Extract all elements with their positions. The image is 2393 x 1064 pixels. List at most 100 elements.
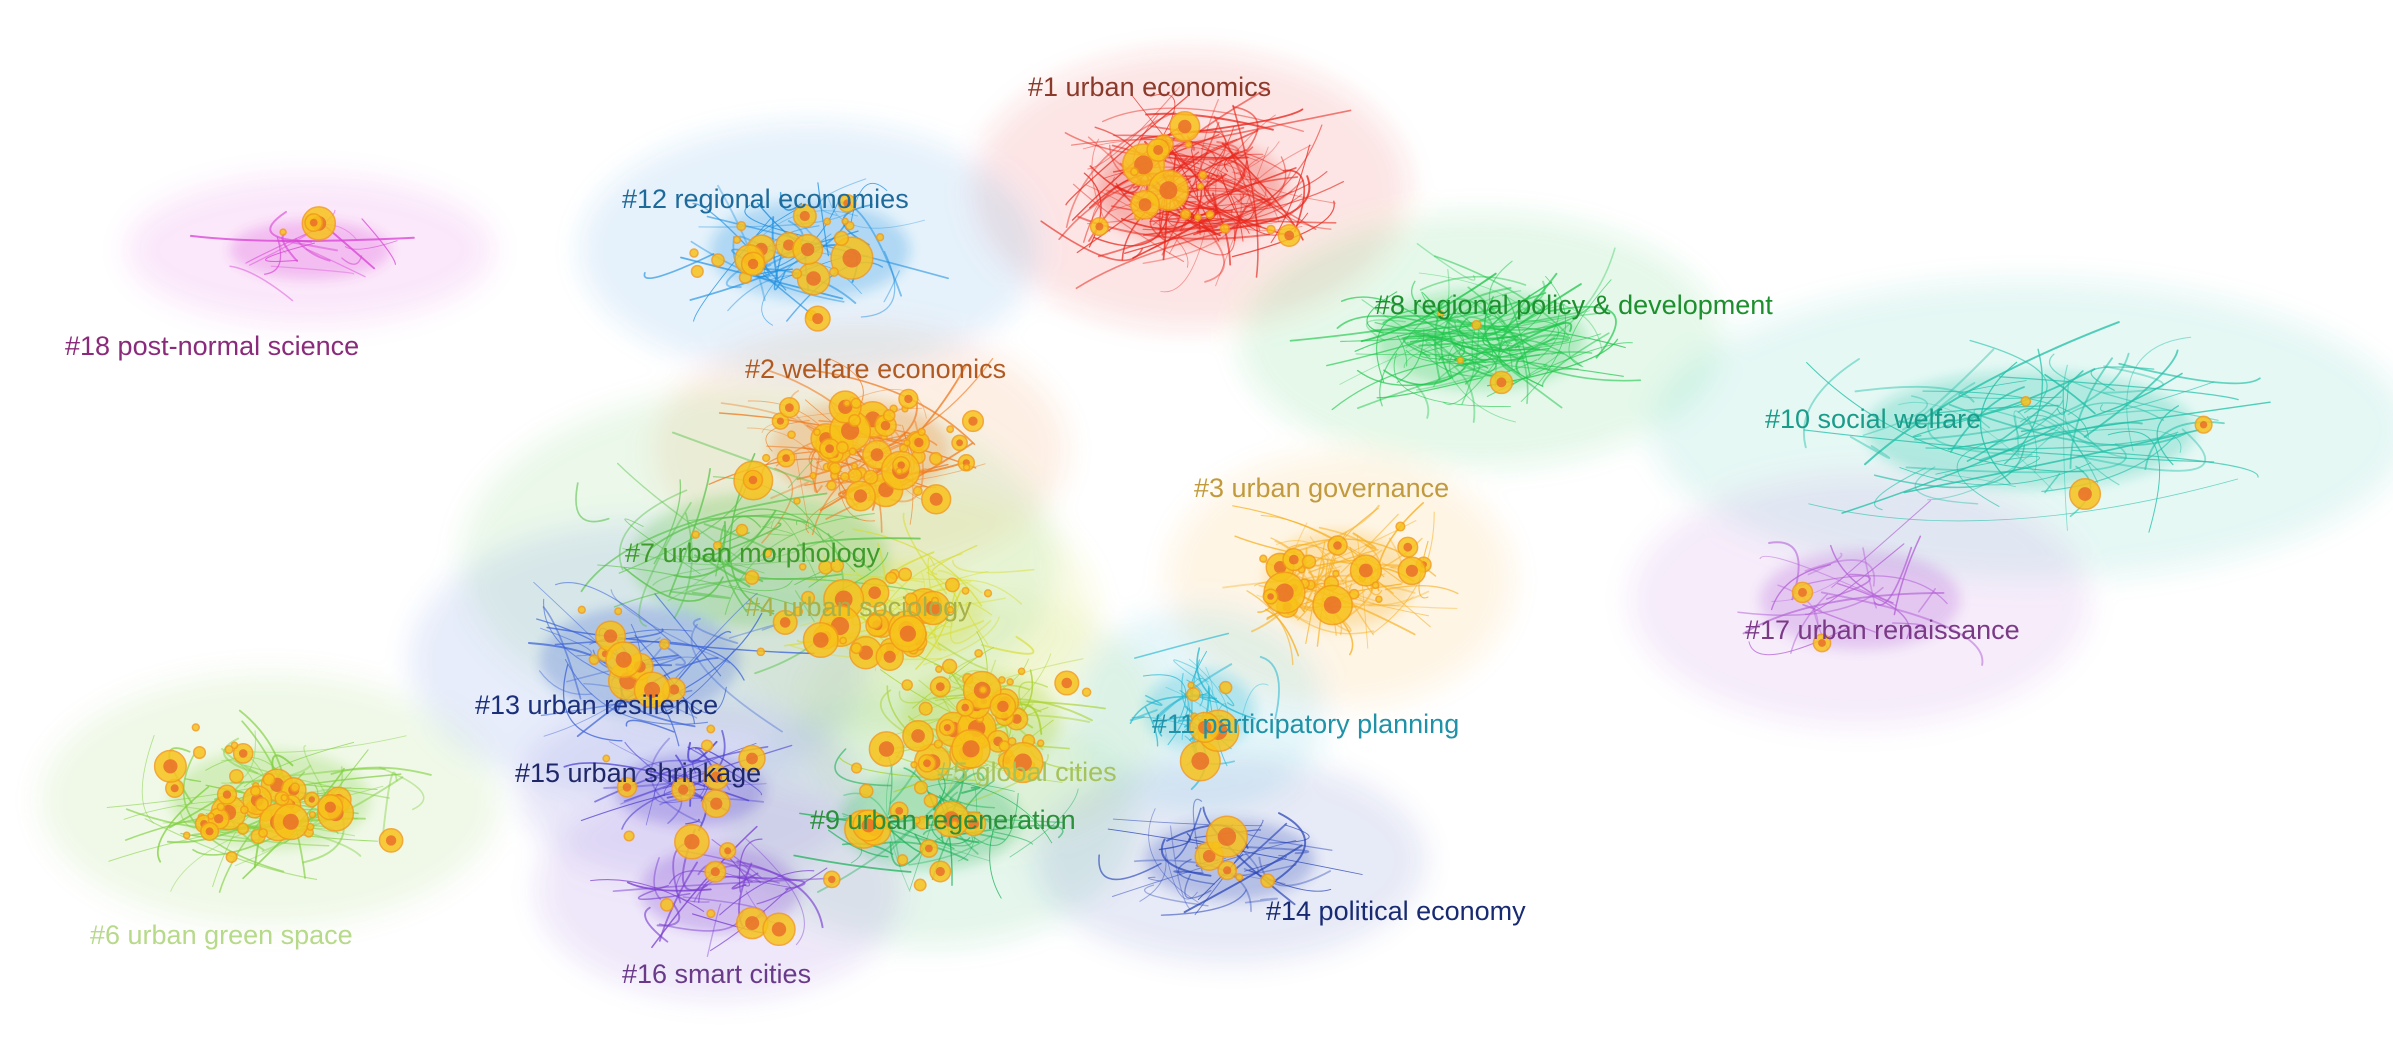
- c5-node-core: [997, 700, 1009, 713]
- c18-link: [269, 210, 313, 243]
- c1-link: [1070, 138, 1285, 172]
- c11-link: [1196, 647, 1256, 720]
- c15-node-core: [678, 784, 689, 795]
- c8-link: [1331, 358, 1548, 411]
- c10-link: [2044, 373, 2096, 415]
- c10-link: [2077, 428, 2207, 472]
- c4-link: [931, 544, 978, 575]
- c3-node-core: [1288, 554, 1299, 565]
- c15-link: [663, 742, 757, 797]
- c15-node-core: [710, 771, 723, 783]
- c10-link: [1806, 362, 2085, 473]
- c4-link: [852, 528, 983, 607]
- c4-link: [902, 512, 948, 595]
- c13-node-core: [644, 681, 661, 698]
- c1-node: [1198, 170, 1208, 180]
- cluster-label-8: #8 regional policy & development: [1375, 290, 1773, 320]
- c8-link: [1543, 337, 1569, 346]
- cluster-label-18: #18 post-normal science: [65, 331, 359, 361]
- c11-link: [1129, 695, 1218, 725]
- c7-node: [712, 540, 723, 551]
- c6-node: [229, 768, 244, 784]
- c1-link: [1236, 196, 1306, 224]
- c4-link: [949, 605, 992, 644]
- c13-node: [706, 724, 716, 734]
- c1-node-core: [1153, 145, 1164, 155]
- c4-link: [981, 635, 1035, 655]
- c17-link: [1893, 535, 1922, 616]
- c1-link: [1236, 212, 1309, 236]
- c6-node-core: [282, 813, 299, 830]
- c4-node-core: [868, 586, 881, 599]
- c8-link: [1421, 291, 1444, 321]
- c16-link: [731, 872, 759, 890]
- c4-node: [944, 577, 960, 593]
- c1-link: [1200, 98, 1219, 187]
- c6-node-core: [163, 759, 178, 774]
- c13-link: [538, 670, 593, 696]
- c10-link: [2056, 381, 2069, 415]
- c12-link: [827, 194, 926, 229]
- c8-link: [1534, 298, 1603, 352]
- c2-node: [787, 430, 796, 440]
- c18-link: [361, 218, 396, 265]
- cluster-label-3: #3 urban governance: [1194, 473, 1449, 503]
- c9-link: [828, 829, 889, 858]
- c11-link: [1129, 709, 1158, 722]
- c15-link: [645, 787, 657, 826]
- c3-link: [1308, 549, 1379, 573]
- c15-node-core: [746, 752, 758, 765]
- c6-node: [230, 741, 239, 750]
- c12-node-core: [806, 271, 821, 286]
- c1-link: [1231, 200, 1335, 258]
- c8-link: [1506, 321, 1573, 351]
- c1-link: [1087, 86, 1181, 170]
- c5-node: [978, 685, 988, 695]
- c7-link: [796, 520, 856, 572]
- c8-link: [1438, 354, 1489, 369]
- c5-node-core: [943, 724, 951, 732]
- c9-core: [840, 770, 1020, 870]
- c10-link: [2107, 430, 2161, 533]
- c7-node: [756, 647, 766, 657]
- c3-link: [1368, 603, 1458, 610]
- c1-link: [1124, 226, 1218, 254]
- c10-link: [2083, 349, 2179, 438]
- c4-node-core: [834, 590, 853, 609]
- c5-node-core: [911, 729, 925, 743]
- c9-link: [989, 822, 1002, 899]
- c3-link: [1418, 540, 1429, 599]
- c6-link: [170, 829, 252, 892]
- c14-link: [1158, 832, 1191, 851]
- c16-link: [653, 857, 662, 900]
- c2-node: [895, 467, 903, 475]
- c8-link: [1502, 294, 1531, 377]
- c9-node: [910, 761, 918, 769]
- c1-link: [1215, 146, 1269, 287]
- c8-link: [1440, 308, 1458, 380]
- c16-node-core: [710, 867, 720, 877]
- c2-node: [912, 486, 923, 496]
- c16-link: [656, 902, 681, 927]
- c2-node: [962, 463, 971, 472]
- c5-node-core: [962, 740, 980, 758]
- c2-node: [847, 467, 863, 483]
- c8-link: [1470, 312, 1605, 340]
- c17-link: [1798, 575, 1948, 605]
- c4-node: [935, 665, 943, 673]
- c8-link: [1520, 276, 1566, 402]
- c12-node-core: [747, 258, 759, 270]
- c9-link: [961, 786, 981, 794]
- c6-node: [192, 745, 207, 760]
- c2-node-core: [929, 492, 943, 506]
- c12-link: [779, 191, 803, 211]
- c12-link: [860, 250, 896, 318]
- c11-link: [1142, 674, 1187, 723]
- c14-link: [1226, 871, 1286, 884]
- c3-node: [1371, 581, 1380, 590]
- c6-node: [250, 785, 261, 797]
- c1-node: [1179, 208, 1192, 220]
- c10-link: [1903, 429, 2200, 494]
- c3-node-core: [1333, 541, 1342, 550]
- c6-link: [144, 818, 318, 880]
